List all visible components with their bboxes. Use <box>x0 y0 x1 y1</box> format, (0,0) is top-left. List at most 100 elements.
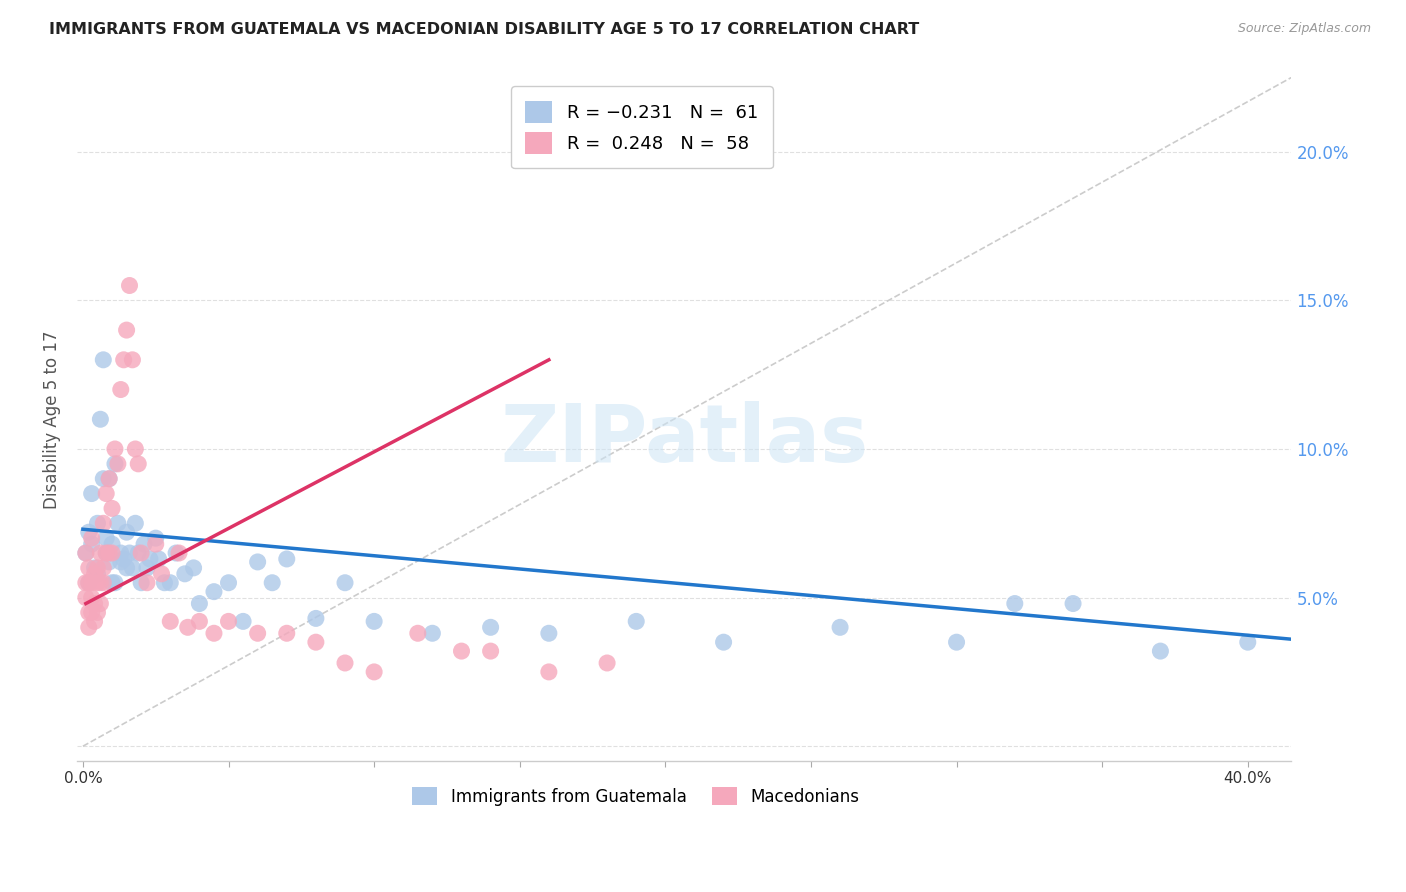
Point <box>363 665 385 679</box>
Point <box>98 546 121 560</box>
Point <box>110 546 132 560</box>
Point <box>153 575 176 590</box>
Point <box>86 575 108 590</box>
Point <box>159 615 181 629</box>
Point <box>115 561 138 575</box>
Point <box>112 552 135 566</box>
Point <box>246 555 269 569</box>
Point <box>305 611 328 625</box>
Point <box>1004 597 1026 611</box>
Point <box>218 615 240 629</box>
Point <box>202 584 225 599</box>
Point <box>188 597 211 611</box>
Point <box>91 352 114 367</box>
Point <box>202 626 225 640</box>
Point <box>91 561 114 575</box>
Point <box>1236 635 1258 649</box>
Point <box>246 626 269 640</box>
Point <box>89 597 111 611</box>
Y-axis label: Disability Age 5 to 17: Disability Age 5 to 17 <box>44 330 60 508</box>
Point <box>91 575 114 590</box>
Point <box>479 620 502 634</box>
Point <box>136 561 159 575</box>
Legend: Immigrants from Guatemala, Macedonians: Immigrants from Guatemala, Macedonians <box>404 779 868 814</box>
Point <box>127 546 149 560</box>
Point <box>77 606 100 620</box>
Point <box>86 566 108 581</box>
Text: Source: ZipAtlas.com: Source: ZipAtlas.com <box>1237 22 1371 36</box>
Point <box>305 635 328 649</box>
Point <box>96 531 118 545</box>
Point <box>132 537 155 551</box>
Point <box>98 555 121 569</box>
Point <box>115 525 138 540</box>
Point <box>83 597 105 611</box>
Point <box>101 575 124 590</box>
Point <box>218 575 240 590</box>
Point <box>537 665 560 679</box>
Point <box>101 501 124 516</box>
Point <box>80 537 103 551</box>
Point <box>167 546 190 560</box>
Point <box>596 656 619 670</box>
Point <box>75 546 97 560</box>
Point <box>333 575 356 590</box>
Point <box>101 546 124 560</box>
Point <box>127 457 149 471</box>
Point <box>86 606 108 620</box>
Point <box>276 552 298 566</box>
Point <box>479 644 502 658</box>
Point <box>450 644 472 658</box>
Point <box>98 472 121 486</box>
Point <box>136 575 159 590</box>
Point <box>139 552 162 566</box>
Point <box>107 516 129 531</box>
Point <box>89 412 111 426</box>
Text: ZIPatlas: ZIPatlas <box>501 401 869 479</box>
Point <box>83 566 105 581</box>
Point <box>118 278 141 293</box>
Point <box>96 546 118 560</box>
Point <box>80 531 103 545</box>
Point <box>89 546 111 560</box>
Point <box>121 561 143 575</box>
Point <box>91 472 114 486</box>
Point <box>77 575 100 590</box>
Point <box>828 620 851 634</box>
Point <box>118 546 141 560</box>
Point <box>422 626 444 640</box>
Point <box>148 552 170 566</box>
Point <box>713 635 735 649</box>
Point <box>104 575 127 590</box>
Point <box>406 626 429 640</box>
Point <box>104 457 127 471</box>
Point <box>77 525 100 540</box>
Point <box>626 615 648 629</box>
Point <box>77 575 100 590</box>
Point <box>110 383 132 397</box>
Point <box>537 626 560 640</box>
Point <box>121 352 143 367</box>
Point <box>183 561 205 575</box>
Point <box>107 457 129 471</box>
Point <box>110 555 132 569</box>
Point <box>80 606 103 620</box>
Point <box>101 537 124 551</box>
Point <box>124 442 146 456</box>
Point <box>159 575 181 590</box>
Point <box>83 615 105 629</box>
Point <box>150 566 173 581</box>
Point <box>115 323 138 337</box>
Point <box>945 635 967 649</box>
Point <box>75 591 97 605</box>
Point <box>77 561 100 575</box>
Text: IMMIGRANTS FROM GUATEMALA VS MACEDONIAN DISABILITY AGE 5 TO 17 CORRELATION CHART: IMMIGRANTS FROM GUATEMALA VS MACEDONIAN … <box>49 22 920 37</box>
Point <box>262 575 284 590</box>
Point <box>83 561 105 575</box>
Point <box>124 516 146 531</box>
Point <box>80 591 103 605</box>
Point <box>91 516 114 531</box>
Point <box>145 537 167 551</box>
Point <box>173 566 195 581</box>
Point <box>112 352 135 367</box>
